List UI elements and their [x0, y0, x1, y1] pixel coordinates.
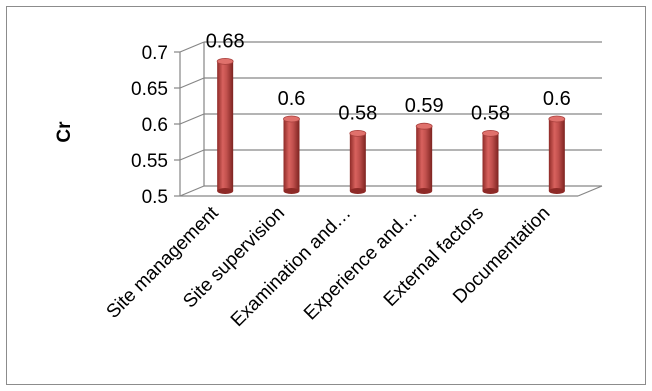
y-axis-title: Cr [54, 121, 75, 143]
bar-top [349, 129, 367, 137]
data-label: 0.68 [206, 30, 245, 52]
data-label: 0.58 [338, 102, 377, 124]
bar [216, 58, 234, 194]
bar-top [415, 122, 433, 130]
y-tick-label: 0.55 [131, 151, 168, 172]
bar [349, 129, 367, 194]
gridline-side [179, 149, 205, 161]
bar-base [416, 188, 433, 194]
y-tick-label: 0.6 [142, 115, 168, 136]
bar-top [216, 58, 234, 65]
floor-edge [577, 185, 603, 197]
bar-body [482, 133, 499, 191]
bar-base [548, 188, 565, 194]
x-tick-label: Site management [103, 202, 224, 323]
bar-body [283, 119, 300, 191]
gridline-side [179, 77, 205, 89]
gridline-side [179, 113, 205, 125]
x-tick-label: Experience and… [300, 203, 422, 325]
bar-body [349, 133, 366, 191]
bar-top [283, 115, 300, 123]
y-tick-label: 0.7 [142, 43, 168, 64]
bar-top [482, 129, 499, 137]
bar-base [482, 188, 499, 194]
data-label: 0.6 [543, 88, 571, 110]
bar [548, 115, 566, 194]
y-tick-label: 0.65 [131, 79, 168, 100]
gridline-side [179, 41, 205, 53]
bar [482, 129, 499, 194]
gridline-side [179, 185, 205, 197]
bar-body [217, 61, 234, 192]
y-tick-label: 0.5 [142, 187, 168, 208]
bar-base [349, 188, 366, 194]
bar-base [283, 188, 300, 194]
x-tick-label: Examination and… [227, 203, 355, 331]
bar [415, 122, 433, 194]
data-label: 0.6 [278, 88, 306, 110]
bar-base [217, 188, 234, 194]
bar-body [548, 119, 565, 191]
bar [283, 115, 300, 194]
data-label: 0.59 [405, 95, 444, 117]
bar-top [548, 115, 566, 123]
data-label: 0.58 [471, 102, 510, 124]
bar-body [416, 126, 433, 191]
